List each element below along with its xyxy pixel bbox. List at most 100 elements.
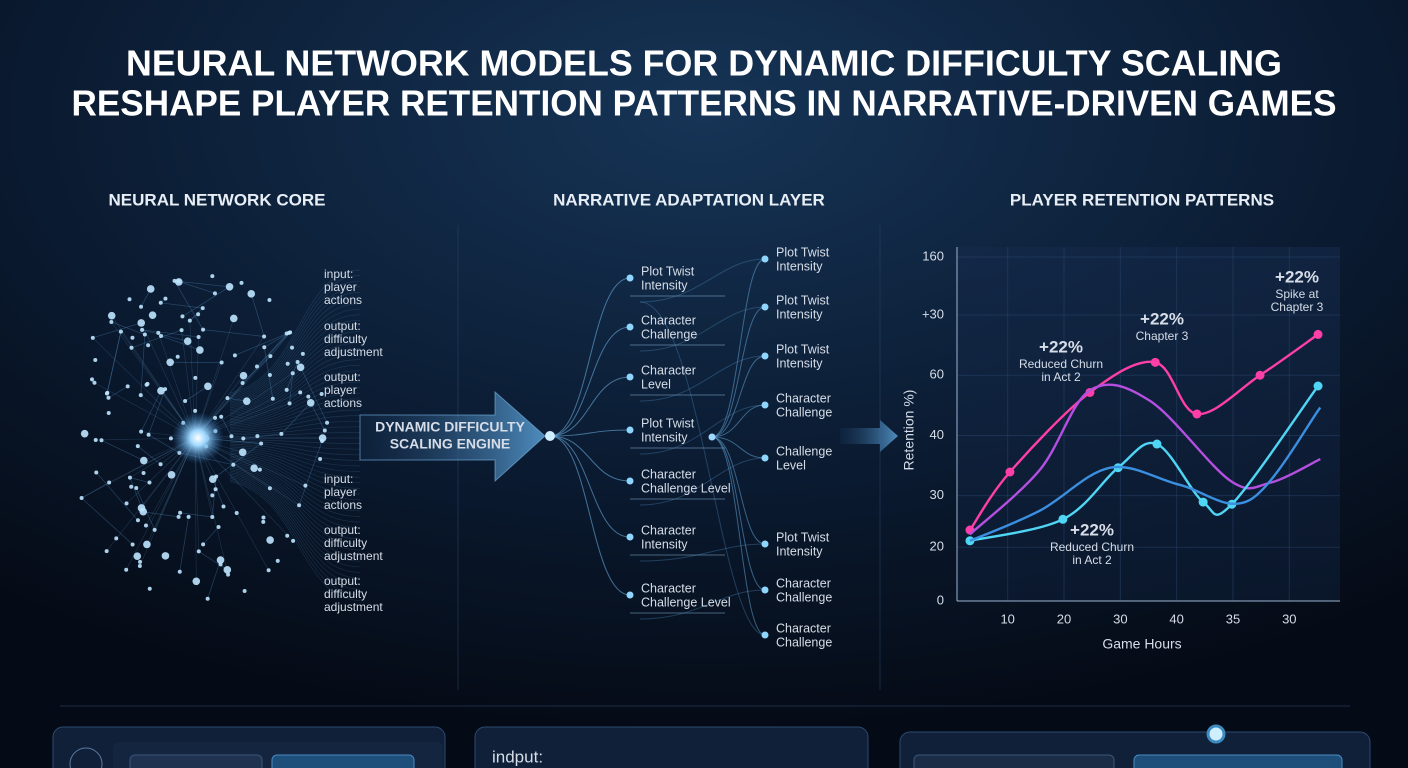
network-node [285, 533, 290, 538]
network-node [146, 432, 151, 437]
network-edge [111, 321, 145, 335]
network-edge [148, 434, 180, 454]
network-edge [140, 334, 146, 396]
network-edge [298, 440, 323, 506]
network-node [306, 399, 315, 407]
network-node [254, 364, 259, 369]
network-node [129, 484, 134, 489]
network-node [135, 444, 140, 449]
panel-button[interactable] [129, 754, 263, 768]
narrative-link [549, 326, 631, 437]
network-node [172, 278, 177, 283]
narrative-label: Plot Twist [776, 245, 830, 259]
network-node [99, 438, 104, 443]
network-label: actions [324, 498, 362, 512]
narrative-label: Plot Twist [776, 342, 830, 356]
narrative-node [761, 631, 769, 639]
annotation-text: in Act 2 [1072, 553, 1112, 567]
network-fiber [229, 458, 361, 517]
narrative-label: Challenge [776, 405, 832, 419]
network-node [234, 511, 239, 516]
narrative-label: Intensity [776, 356, 823, 370]
input-label: indput: [492, 747, 543, 766]
network-node [239, 371, 248, 380]
annotation-value: +22% [1140, 309, 1184, 328]
narrative-link [549, 435, 631, 482]
network-edge [202, 526, 219, 545]
narrative-hub [545, 431, 555, 441]
network-node [152, 527, 157, 532]
network-node [290, 371, 295, 376]
network-node [284, 387, 289, 392]
network-node [168, 436, 173, 441]
narrative-node [626, 533, 634, 541]
narrative-label: Character [776, 391, 831, 405]
network-node [163, 296, 168, 301]
network-node [319, 391, 324, 396]
x-tick-label: 40 [1169, 611, 1183, 626]
network-node [175, 354, 180, 359]
panel-button[interactable] [271, 754, 415, 768]
network-node [229, 314, 238, 323]
retention-chart: 0 20 30 40 60 +30 160 10 20 30 40 35 30 Retention %) G… [901, 247, 1340, 652]
narrative-label: Challenge [776, 444, 832, 458]
network-fiber [229, 469, 361, 556]
network-node [266, 568, 271, 573]
network-node [225, 282, 234, 291]
network-node [225, 396, 230, 401]
network-node [261, 519, 266, 524]
narrative-label: Intensity [776, 259, 823, 273]
network-node [268, 354, 273, 359]
network-node [285, 361, 290, 366]
network-edge [220, 416, 232, 437]
panel-button[interactable] [913, 754, 1115, 768]
network-edge [250, 293, 265, 337]
network-node [176, 279, 181, 284]
annotation-value: +22% [1039, 337, 1083, 356]
network-label-kind: output: [324, 319, 361, 333]
network-node [291, 538, 296, 543]
network-edge [137, 445, 161, 465]
network-edge [180, 512, 213, 518]
network-node [231, 462, 236, 467]
bottom-panel [474, 726, 869, 768]
narrative-label: Challenge [776, 635, 832, 649]
network-fiber [229, 269, 361, 394]
narrative-label: Plot Twist [641, 264, 695, 278]
network-node [107, 480, 112, 485]
narrative-label: Challenge Level [641, 595, 731, 609]
network-label: difficulty [324, 536, 367, 550]
network-fiber [229, 398, 361, 428]
network-node [196, 334, 201, 339]
network-node [267, 372, 272, 377]
network-fiber [229, 449, 361, 484]
network-node [322, 428, 327, 433]
network-edge [289, 373, 294, 404]
annotation-value: +22% [1070, 520, 1114, 539]
network-edge [178, 281, 230, 288]
network-fiber [229, 364, 361, 419]
network-node [284, 331, 289, 336]
network-edge [106, 331, 122, 394]
narrative-link [549, 376, 631, 437]
network-fiber [229, 409, 361, 431]
network-node [232, 353, 237, 358]
network-node [297, 503, 302, 508]
narrative-link [711, 436, 766, 591]
y-tick-label: +30 [922, 306, 944, 321]
network-node [183, 399, 188, 404]
network-node [213, 487, 218, 492]
panel-button[interactable] [1133, 754, 1343, 768]
network-node [94, 470, 99, 475]
flow-arrow [840, 420, 898, 452]
network-node [287, 401, 292, 406]
network-node [104, 549, 109, 554]
network-node [223, 566, 232, 574]
network-node [216, 524, 221, 529]
slider-knob[interactable] [1206, 724, 1226, 744]
network-fiber [229, 481, 361, 601]
network-node [140, 327, 145, 332]
network-node [89, 377, 94, 382]
network-node [177, 569, 182, 574]
network-edge [143, 511, 179, 518]
